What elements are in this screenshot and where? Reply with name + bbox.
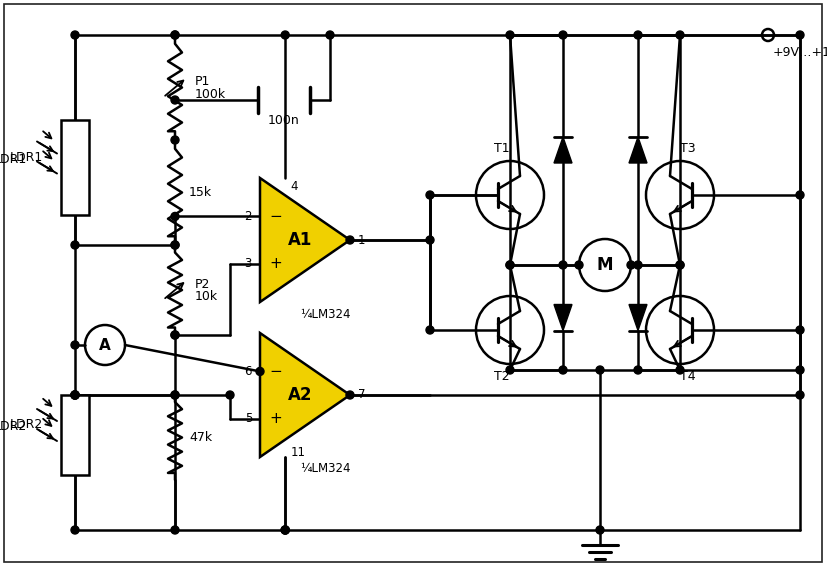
Text: 15k: 15k <box>189 186 212 199</box>
Circle shape <box>171 391 179 399</box>
Text: T4: T4 <box>680 370 696 383</box>
Polygon shape <box>629 304 647 331</box>
Circle shape <box>71 31 79 39</box>
Circle shape <box>171 31 179 39</box>
Text: T3: T3 <box>680 142 696 155</box>
Text: 2: 2 <box>245 210 252 223</box>
Bar <box>61 395 89 475</box>
Polygon shape <box>554 137 572 163</box>
Circle shape <box>171 96 179 104</box>
Circle shape <box>256 367 264 375</box>
Circle shape <box>71 391 79 399</box>
Circle shape <box>506 261 514 269</box>
Circle shape <box>506 261 514 269</box>
Circle shape <box>796 326 804 334</box>
Text: A1: A1 <box>288 231 312 249</box>
Text: LDR2: LDR2 <box>10 418 43 431</box>
Circle shape <box>281 31 289 39</box>
Text: 100n: 100n <box>268 113 300 126</box>
Circle shape <box>71 526 79 534</box>
Text: ¼LM324: ¼LM324 <box>299 463 351 476</box>
Circle shape <box>346 236 354 244</box>
Circle shape <box>346 391 354 399</box>
Text: 4: 4 <box>290 180 298 193</box>
Circle shape <box>326 31 334 39</box>
Circle shape <box>71 391 79 399</box>
Circle shape <box>596 366 604 374</box>
Circle shape <box>559 261 567 269</box>
Text: +: + <box>270 256 282 271</box>
Circle shape <box>559 31 567 39</box>
Circle shape <box>559 366 567 374</box>
Circle shape <box>627 261 635 269</box>
Circle shape <box>71 391 79 399</box>
Text: 47k: 47k <box>189 431 212 444</box>
Text: P1: P1 <box>195 75 210 88</box>
Text: 10k: 10k <box>195 290 218 303</box>
Text: M: M <box>597 256 614 274</box>
Circle shape <box>226 391 234 399</box>
Circle shape <box>171 391 179 399</box>
Circle shape <box>281 526 289 534</box>
Polygon shape <box>554 304 572 331</box>
Text: LDR2: LDR2 <box>0 421 27 434</box>
Circle shape <box>281 526 289 534</box>
Text: 6: 6 <box>245 365 252 378</box>
Circle shape <box>71 341 79 349</box>
Text: LDR1: LDR1 <box>10 151 43 164</box>
Text: T1: T1 <box>495 142 509 155</box>
Circle shape <box>171 241 179 249</box>
Circle shape <box>796 31 804 39</box>
Text: A: A <box>99 337 111 353</box>
Text: A2: A2 <box>288 386 313 404</box>
Circle shape <box>426 326 434 334</box>
Circle shape <box>281 526 289 534</box>
Text: P2: P2 <box>195 277 210 290</box>
Text: −: − <box>270 364 282 379</box>
Circle shape <box>171 136 179 144</box>
Circle shape <box>71 391 79 399</box>
Circle shape <box>171 31 179 39</box>
Circle shape <box>676 366 684 374</box>
Polygon shape <box>260 333 350 457</box>
Circle shape <box>71 241 79 249</box>
Circle shape <box>634 366 642 374</box>
Circle shape <box>634 261 642 269</box>
Circle shape <box>506 31 514 39</box>
Text: 5: 5 <box>245 412 252 425</box>
Circle shape <box>426 236 434 244</box>
Circle shape <box>171 331 179 339</box>
Circle shape <box>171 331 179 339</box>
Polygon shape <box>260 178 350 302</box>
Circle shape <box>796 391 804 399</box>
Circle shape <box>796 191 804 199</box>
Text: 3: 3 <box>245 257 252 270</box>
Text: 1: 1 <box>358 234 366 247</box>
Circle shape <box>426 191 434 199</box>
Text: 7: 7 <box>358 388 366 401</box>
Circle shape <box>676 261 684 269</box>
Text: +: + <box>270 411 282 426</box>
Circle shape <box>171 213 179 221</box>
Circle shape <box>596 526 604 534</box>
Circle shape <box>506 366 514 374</box>
Circle shape <box>676 261 684 269</box>
Text: +9V…+15V: +9V…+15V <box>773 46 827 60</box>
Circle shape <box>634 31 642 39</box>
Circle shape <box>575 261 583 269</box>
Bar <box>61 120 89 215</box>
Circle shape <box>796 366 804 374</box>
Text: 100k: 100k <box>195 88 226 101</box>
Text: LDR1: LDR1 <box>0 153 27 166</box>
Text: T2: T2 <box>495 370 509 383</box>
Polygon shape <box>629 137 647 163</box>
Circle shape <box>676 31 684 39</box>
Text: −: − <box>270 209 282 224</box>
Circle shape <box>171 526 179 534</box>
Text: ¼LM324: ¼LM324 <box>299 307 351 320</box>
Text: 11: 11 <box>290 446 305 459</box>
Circle shape <box>171 241 179 249</box>
